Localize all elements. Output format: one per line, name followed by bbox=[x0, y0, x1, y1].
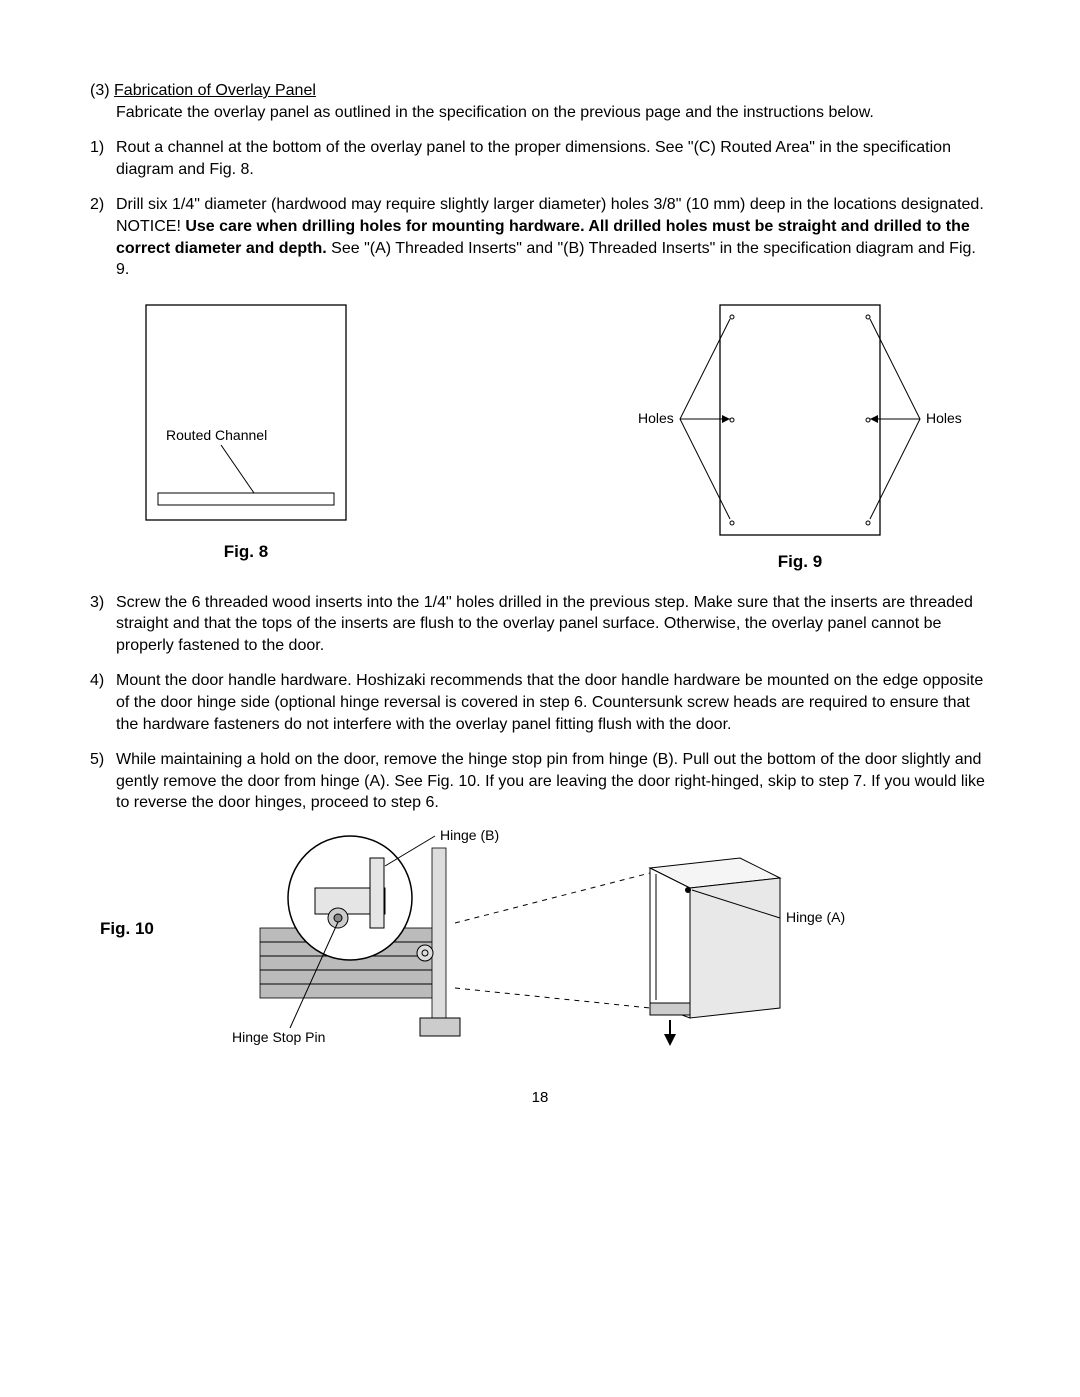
figure-8-caption: Fig. 8 bbox=[116, 541, 376, 564]
figure-9-caption: Fig. 9 bbox=[610, 551, 990, 574]
section-title: Fabrication of Overlay Panel bbox=[114, 82, 316, 99]
fig10-stoppin-label: Hinge Stop Pin bbox=[232, 1029, 325, 1045]
page-number: 18 bbox=[90, 1088, 990, 1108]
figure-9-svg: Holes Holes bbox=[610, 295, 990, 545]
fig9-holes-left: Holes bbox=[638, 410, 674, 426]
figure-10-caption: Fig. 10 bbox=[100, 918, 220, 941]
step-3: 3) Screw the 6 threaded wood inserts int… bbox=[90, 592, 990, 657]
figure-9: Holes Holes Fig. 9 bbox=[610, 295, 990, 574]
step-4: 4) Mount the door handle hardware. Hoshi… bbox=[90, 670, 990, 735]
step-4-body: Mount the door handle hardware. Hoshizak… bbox=[116, 670, 990, 735]
step-5: 5) While maintaining a hold on the door,… bbox=[90, 749, 990, 814]
figures-8-9-row: Routed Channel Fig. 8 Holes bbox=[116, 295, 990, 574]
step-5-number: 5) bbox=[90, 749, 116, 814]
section-intro: Fabricate the overlay panel as outlined … bbox=[116, 102, 990, 124]
step-5-body: While maintaining a hold on the door, re… bbox=[116, 749, 990, 814]
section-number: (3) bbox=[90, 82, 110, 99]
step-1-number: 1) bbox=[90, 137, 116, 180]
fig10-hinge-b-label: Hinge (B) bbox=[440, 828, 499, 843]
step-2-number: 2) bbox=[90, 194, 116, 280]
step-3-body: Screw the 6 threaded wood inserts into t… bbox=[116, 592, 990, 657]
fig9-holes-right: Holes bbox=[926, 410, 962, 426]
fig10-hinge-a-label: Hinge (A) bbox=[786, 909, 845, 925]
fig8-routed-label: Routed Channel bbox=[166, 427, 267, 443]
figure-8: Routed Channel Fig. 8 bbox=[116, 295, 376, 574]
step-1: 1) Rout a channel at the bottom of the o… bbox=[90, 137, 990, 180]
step-4-number: 4) bbox=[90, 670, 116, 735]
figure-10-row: Fig. 10 Hinge (B) bbox=[100, 828, 990, 1058]
step-1-body: Rout a channel at the bottom of the over… bbox=[116, 137, 990, 180]
section-heading: (3) Fabrication of Overlay Panel bbox=[90, 80, 990, 102]
step-2: 2) Drill six 1/4" diameter (hardwood may… bbox=[90, 194, 990, 280]
figure-8-svg: Routed Channel bbox=[116, 295, 376, 535]
figure-10-svg: Hinge (B) Hinge Stop Pin Hinge (A) bbox=[220, 828, 920, 1058]
step-3-number: 3) bbox=[90, 592, 116, 657]
step-2-body: Drill six 1/4" diameter (hardwood may re… bbox=[116, 194, 990, 280]
